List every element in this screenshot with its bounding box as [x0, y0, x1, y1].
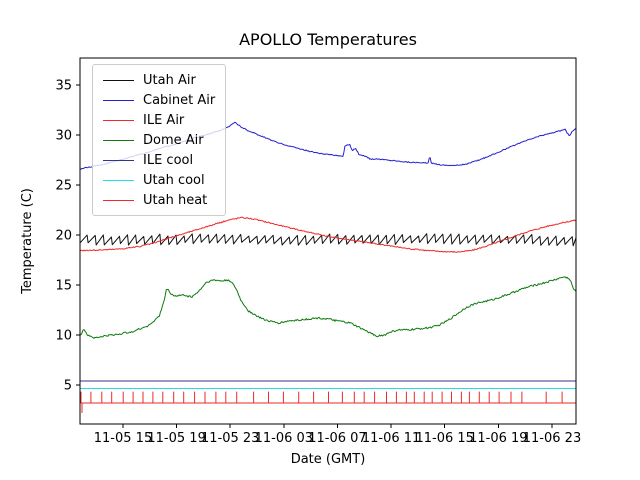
y-tick-label: 15 — [55, 279, 72, 294]
series-ile-air — [79, 216, 577, 253]
axes-frame — [79, 57, 577, 425]
legend-line-swatch — [103, 79, 134, 81]
legend-line-swatch — [103, 159, 134, 161]
y-tick-label: 25 — [55, 179, 72, 194]
x-tick-label: 11-05 23 — [201, 431, 259, 446]
chart-title: APOLLO Temperatures — [239, 30, 417, 49]
x-tick-label: 11-05 19 — [147, 431, 205, 446]
legend-item-utah-heat: Utah heat — [103, 190, 215, 210]
x-tick-label: 11-05 15 — [94, 431, 152, 446]
legend-label: Utah heat — [143, 192, 208, 208]
legend-item-utah-air: Utah Air — [103, 70, 215, 90]
legend-item-ile-cool: ILE cool — [103, 150, 215, 170]
y-tick-label: 35 — [55, 79, 72, 94]
legend-label: Cabinet Air — [143, 92, 216, 108]
legend-label: Dome Air — [143, 132, 204, 148]
y-tick-label: 20 — [55, 229, 72, 244]
x-tick-label: 11-06 03 — [255, 431, 313, 446]
series-utah-air — [79, 233, 577, 247]
legend-label: Utah cool — [143, 172, 205, 188]
legend-item-dome-air: Dome Air — [103, 130, 215, 150]
y-tick-label: 5 — [64, 379, 72, 394]
legend-line-swatch — [103, 119, 134, 121]
series-utah-heat — [80, 391, 576, 413]
legend-line-swatch — [103, 139, 134, 141]
x-tick-label: 11-06 07 — [308, 431, 366, 446]
y-tick-label: 30 — [55, 129, 72, 144]
legend-item-cabinet-air: Cabinet Air — [103, 90, 215, 110]
legend-line-swatch — [103, 199, 134, 201]
x-tick-label: 11-06 15 — [415, 431, 473, 446]
y-tick-label: 10 — [55, 329, 72, 344]
legend-line-swatch — [103, 99, 134, 101]
x-axis-label: Date (GMT) — [290, 452, 366, 467]
x-tick-label: 11-06 11 — [362, 431, 420, 446]
legend-label: Utah Air — [143, 72, 196, 88]
legend-item-utah-cool: Utah cool — [103, 170, 215, 190]
legend-label: ILE cool — [143, 152, 194, 168]
x-tick-label: 11-06 19 — [469, 431, 527, 446]
legend: Utah Air Cabinet Air ILE Air Dome Air ILE co… — [92, 64, 227, 216]
x-tick-label: 11-06 23 — [523, 431, 581, 446]
legend-label: ILE Air — [143, 112, 185, 128]
legend-item-ile-air: ILE Air — [103, 110, 215, 130]
series-dome-air — [79, 276, 577, 339]
legend-line-swatch — [103, 179, 134, 181]
